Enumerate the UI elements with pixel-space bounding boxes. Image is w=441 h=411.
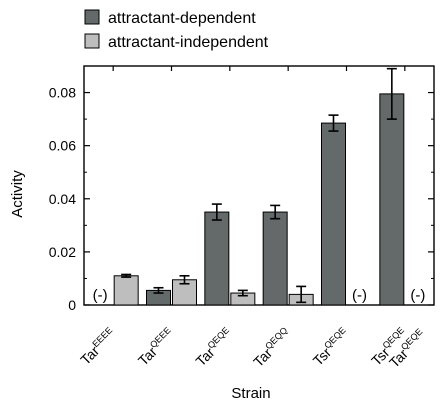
legend-swatch: [84, 33, 100, 49]
x-tick-label-text: TarQEEE: [134, 325, 177, 368]
x-tick-label: TsrQEQE: [309, 325, 353, 369]
missing-value-label: (-): [410, 287, 425, 304]
plot-frame: [83, 65, 435, 306]
legend: attractant-dependent attractant-independe…: [84, 9, 269, 51]
missing-value-label: (-): [352, 287, 367, 304]
y-tick-label: 0: [68, 297, 76, 313]
plot-area: 0 0.02 0.04 0.06 0.08 (-) TarEEEE TarQEEE TarQEQ…: [49, 65, 435, 371]
y-axis-label: Activity: [9, 170, 26, 218]
x-tick-label-text: TarQEQQ: [249, 325, 294, 370]
y-tick-label: 0.02: [49, 244, 76, 260]
bar: [262, 211, 288, 306]
legend-label: attractant-independent: [108, 34, 269, 51]
bar: [379, 93, 405, 306]
legend-swatch: [84, 9, 100, 25]
x-tick-label: TarEEEE: [77, 325, 120, 368]
x-tick-label-text: TarEEEE: [77, 325, 120, 368]
bar: [204, 211, 230, 306]
bar: [321, 122, 346, 306]
x-tick-label-text: TsrQEQE: [309, 325, 353, 369]
x-tick-label: TarQEEE: [134, 325, 177, 368]
y-tick-label: 0.04: [49, 191, 76, 207]
x-tick-label: TarQEQE: [192, 325, 236, 369]
x-tick-label: TarQEQQ: [249, 325, 294, 370]
legend-label: attractant-dependent: [108, 10, 256, 27]
x-axis-label: Strain: [231, 385, 270, 402]
y-tick-label: 0.08: [49, 85, 76, 101]
y-tick-label: 0.06: [49, 138, 76, 154]
missing-value-label: (-): [93, 287, 108, 304]
x-tick-label-text: TarQEQE: [192, 325, 236, 369]
bar: [113, 275, 139, 306]
